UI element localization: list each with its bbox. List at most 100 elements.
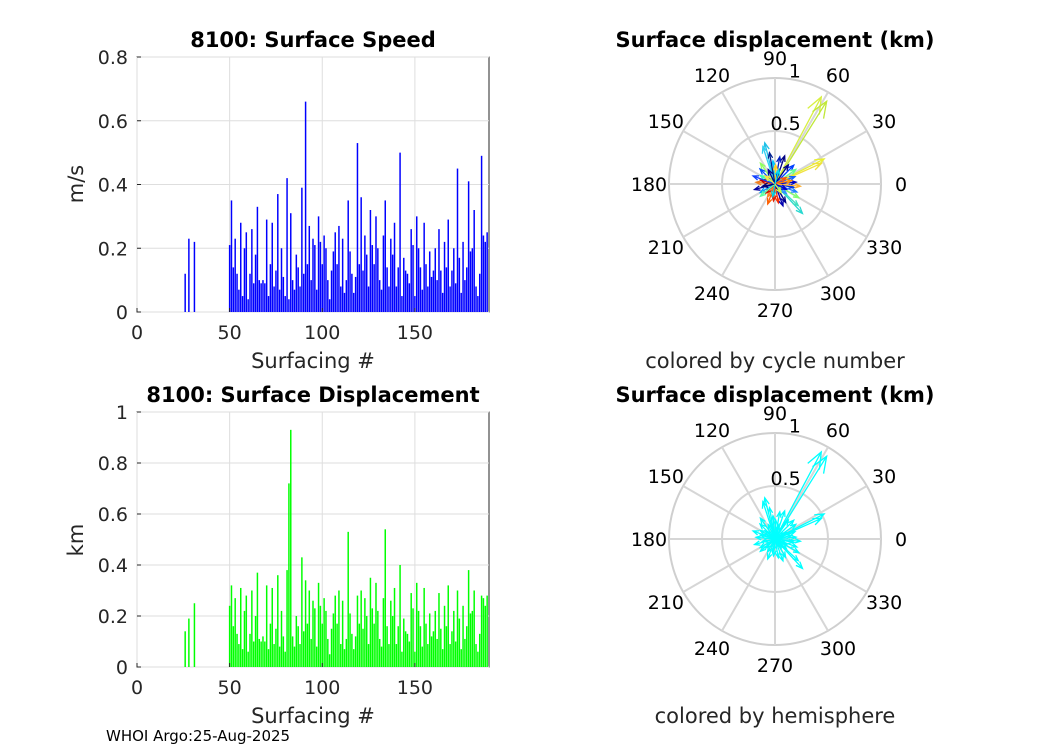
polar-angle-label: 300 — [820, 283, 856, 305]
x-tick-label: 50 — [218, 677, 242, 699]
bar — [482, 598, 485, 667]
bar — [356, 595, 359, 667]
bar — [447, 219, 449, 312]
bar — [393, 587, 396, 667]
displacement-x-ticks: 0 50 100 150 — [131, 663, 433, 699]
displacement-arrowhead — [780, 196, 787, 204]
bar — [347, 531, 349, 667]
bar — [454, 283, 457, 312]
bar — [228, 245, 231, 312]
bar — [193, 241, 196, 312]
bar — [332, 613, 335, 667]
bar — [312, 600, 314, 667]
bar — [462, 605, 464, 667]
bar — [353, 649, 355, 667]
bar — [395, 286, 398, 312]
bar — [188, 238, 190, 312]
bar — [280, 610, 283, 667]
bar — [397, 267, 399, 312]
bar — [291, 636, 294, 667]
displacement-arrowhead — [779, 531, 788, 538]
bar — [278, 646, 281, 667]
bar — [304, 101, 307, 312]
displacement-arrow — [762, 501, 776, 540]
bar — [391, 616, 394, 667]
displacement-arrowhead — [812, 99, 828, 119]
bar — [414, 296, 416, 312]
displacement-arrow — [767, 169, 776, 185]
bar — [425, 264, 427, 312]
displacement-arrow — [768, 507, 776, 540]
polar-hemisphere-title: Surface displacement (km) — [615, 383, 934, 407]
bar — [269, 623, 272, 667]
displacement-arrowhead — [778, 554, 784, 563]
polar-angle-label: 270 — [757, 655, 793, 677]
displacement-arrowhead — [767, 523, 774, 531]
bar — [243, 248, 246, 312]
bar — [440, 270, 442, 312]
bar — [327, 280, 329, 312]
bar — [373, 623, 375, 667]
bar — [325, 248, 327, 312]
polar-angle-label: 30 — [872, 466, 896, 488]
bar — [319, 241, 322, 312]
bar — [441, 649, 444, 667]
displacement-arrow — [764, 175, 776, 185]
displacement-arrow — [774, 524, 780, 540]
bar — [254, 254, 257, 312]
polar-spoke — [721, 183, 776, 277]
bar — [243, 610, 246, 667]
bar — [323, 235, 325, 312]
bar — [460, 292, 462, 312]
y-tick-label: 0 — [116, 302, 128, 324]
bar — [269, 264, 272, 312]
polar-angle-label: 180 — [631, 529, 667, 551]
polar-spoke — [774, 130, 868, 185]
bar — [349, 613, 351, 667]
bar — [306, 623, 309, 667]
polar-cycle-arrows — [751, 95, 828, 215]
bar — [351, 273, 353, 312]
bar — [456, 168, 459, 312]
displacement-arrowhead — [759, 161, 766, 170]
bar — [416, 582, 418, 667]
bar — [436, 638, 438, 667]
bar — [478, 273, 481, 312]
displacement-arrow — [774, 164, 789, 185]
bar — [317, 582, 320, 667]
bar — [232, 267, 235, 312]
displacement-y-label: km — [64, 524, 88, 557]
bar — [264, 641, 266, 667]
displacement-arrowhead — [752, 185, 761, 191]
displacement-x-label: Surfacing # — [251, 704, 375, 728]
displacement-arrow — [774, 177, 787, 185]
speed-y-ticks: 0 0.2 0.4 0.6 0.8 — [98, 47, 141, 324]
displacement-arrowhead — [787, 164, 795, 172]
displacement-arrow — [767, 524, 776, 540]
displacement-arrowhead — [785, 178, 794, 185]
bar — [365, 616, 368, 667]
bar — [312, 238, 314, 312]
displacement-arrowhead — [780, 154, 786, 162]
displacement-arrowhead — [770, 545, 777, 554]
bar — [471, 248, 474, 312]
bar — [401, 651, 403, 667]
polar-angle-label: 150 — [648, 466, 684, 488]
bar — [475, 644, 477, 667]
x-tick-label: 100 — [304, 677, 340, 699]
bar — [451, 270, 453, 312]
displacement-arrowhead — [774, 196, 781, 205]
displacement-arrowhead — [766, 552, 773, 561]
bar — [252, 641, 255, 667]
displacement-arrow — [759, 517, 776, 540]
displacement-arrowhead — [790, 542, 799, 548]
displacement-arrowhead — [778, 199, 784, 208]
bar — [353, 292, 355, 312]
bar — [419, 267, 422, 312]
bar — [332, 251, 335, 312]
bar — [382, 235, 385, 312]
polar-hemisphere-subtitle: colored by hemisphere — [655, 704, 896, 728]
bar — [453, 248, 455, 312]
bar — [438, 229, 440, 312]
